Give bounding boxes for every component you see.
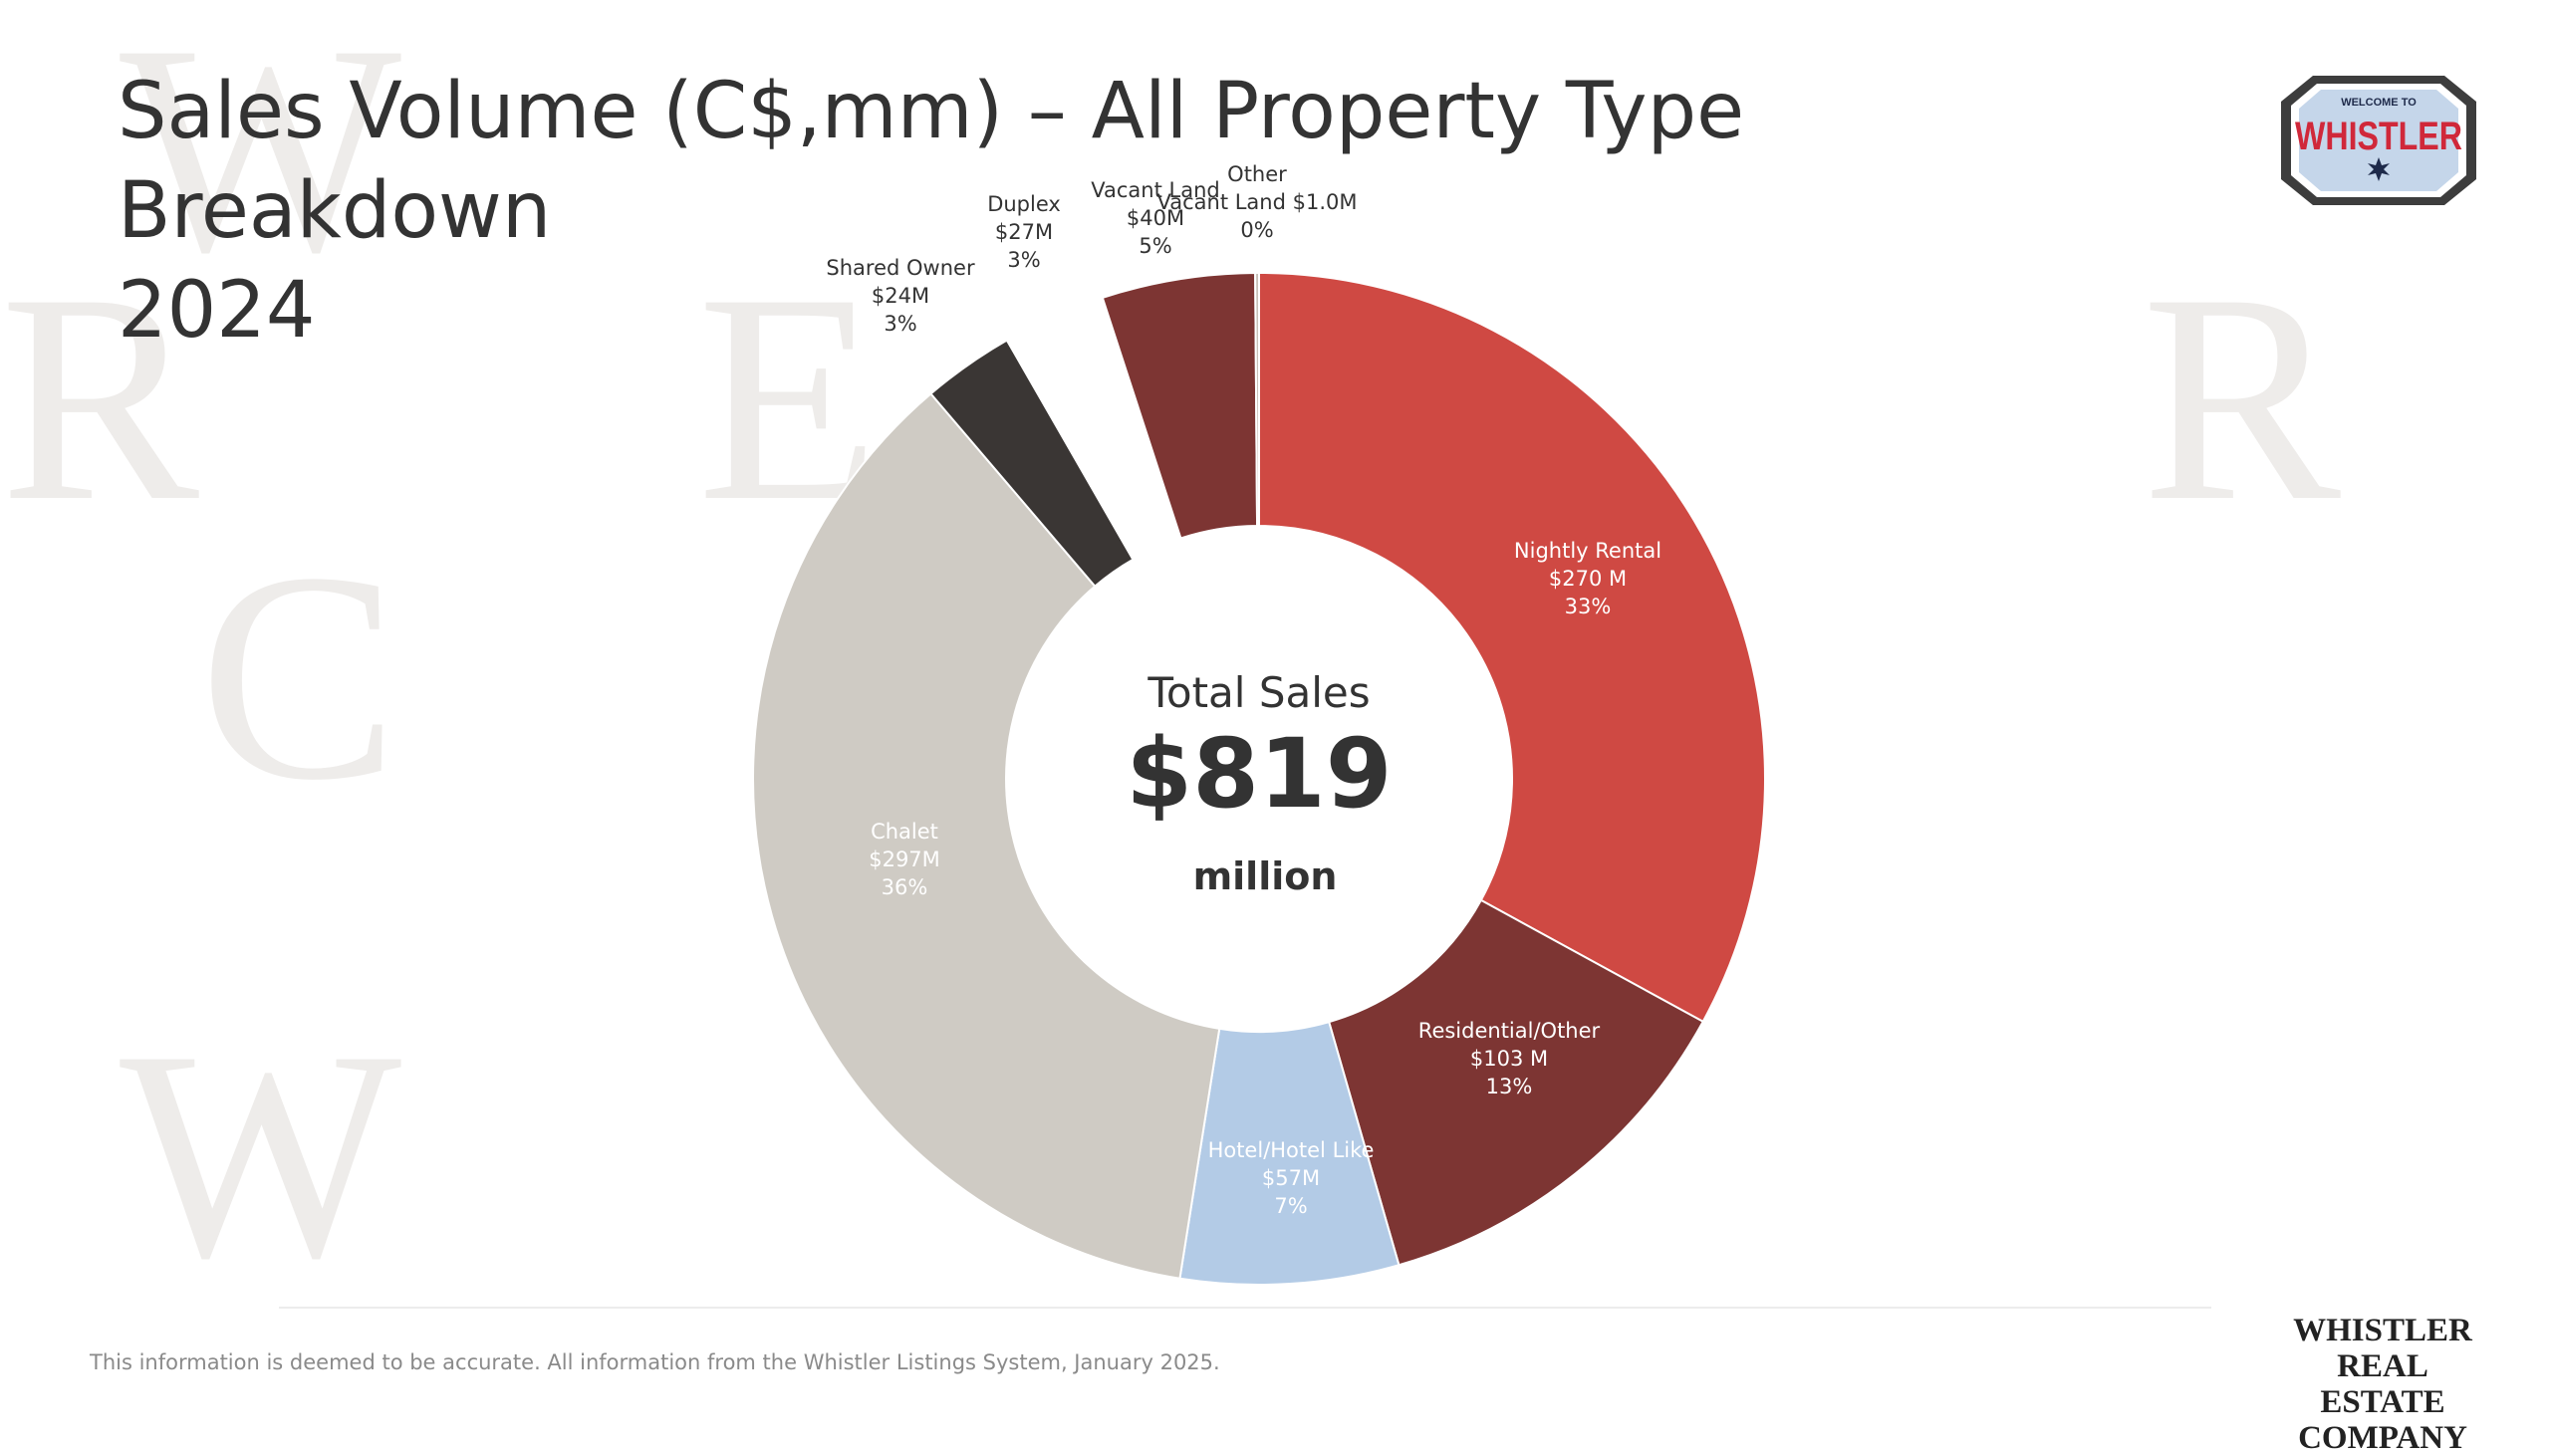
company-logo-wordmark: WHISTLER REAL ESTATE COMPANY bbox=[2273, 1313, 2492, 1456]
snowflake-icon bbox=[2368, 157, 2390, 181]
brand-line: WHISTLER bbox=[2293, 1313, 2472, 1348]
slice-other[interactable] bbox=[1254, 271, 1260, 528]
slice-label-nightly-rental: Nightly Rental bbox=[1514, 539, 1661, 563]
slice-label-hotel-hotel-like: 7% bbox=[1274, 1194, 1307, 1218]
watermark-letter: R bbox=[2142, 232, 2343, 563]
watermark-letter: W bbox=[120, 989, 404, 1320]
slice-label-nightly-rental: $270 M bbox=[1549, 567, 1627, 591]
slice-labels: Nightly Rental $270 M 33% Residential/Other… bbox=[826, 162, 1661, 1218]
slice-label-hotel-hotel-like: Hotel/Hotel Like bbox=[1208, 1138, 1375, 1162]
slice-label-vacant-land: $40M bbox=[1127, 206, 1184, 230]
slice-label-residential-other: Residential/Other bbox=[1418, 1019, 1601, 1043]
brand-line: REAL ESTATE bbox=[2320, 1348, 2445, 1420]
page-title-line: Sales Volume (C$,mm) – All Property Type… bbox=[118, 67, 1745, 256]
source-footnote: This information is deemed to be accurat… bbox=[90, 1350, 1220, 1374]
slice-label-vacant-land: Vacant Land bbox=[1091, 178, 1219, 202]
slice-label-other: Vacant Land $1.0M bbox=[1157, 190, 1358, 214]
slice-label-chalet: 36% bbox=[882, 875, 928, 899]
slice-label-vacant-land: 5% bbox=[1139, 234, 1171, 258]
slice-label-nightly-rental: 33% bbox=[1565, 595, 1612, 618]
donut-slices bbox=[752, 271, 1766, 1286]
slice-nightly-rental[interactable] bbox=[1258, 271, 1766, 1024]
page-title: Sales Volume (C$,mm) – All Property Type… bbox=[118, 62, 2070, 361]
slice-label-other: Other bbox=[1227, 162, 1287, 186]
slice-label-residential-other: $103 M bbox=[1470, 1047, 1548, 1071]
logo-top-text: WELCOME TO bbox=[2341, 97, 2417, 109]
slice-label-duplex: 3% bbox=[1007, 248, 1040, 272]
slice-label-shared-owner: Shared Owner bbox=[826, 256, 975, 280]
slice-chalet[interactable] bbox=[752, 391, 1221, 1280]
center-value: $819 bbox=[1126, 718, 1392, 830]
slice-label-chalet: $297M bbox=[869, 848, 940, 871]
watermark-letter: C bbox=[199, 511, 398, 842]
slice-label-shared-owner: $24M bbox=[872, 284, 929, 308]
watermark-letter: W bbox=[120, 0, 404, 314]
center-unit: million bbox=[1193, 854, 1338, 898]
whistler-logo: WELCOME TO WHISTLER bbox=[2281, 76, 2476, 205]
slice-label-chalet: Chalet bbox=[871, 820, 938, 844]
logo-main-text: WHISTLER bbox=[2295, 115, 2462, 158]
footer-divider bbox=[279, 1307, 2211, 1309]
center-title: Total Sales bbox=[1147, 668, 1370, 717]
slice-label-residential-other: 13% bbox=[1486, 1075, 1533, 1098]
brand-line: COMPANY bbox=[2298, 1420, 2467, 1456]
slice-label-other: 0% bbox=[1240, 218, 1273, 242]
slice-label-duplex: Duplex bbox=[987, 192, 1061, 216]
slice-residential-other[interactable] bbox=[1327, 898, 1705, 1267]
watermark-letter: R bbox=[0, 232, 201, 563]
slice-label-shared-owner: 3% bbox=[884, 312, 916, 336]
slice-label-duplex: $27M bbox=[995, 220, 1053, 244]
slice-label-hotel-hotel-like: $57M bbox=[1262, 1166, 1320, 1190]
page-title-year: 2024 bbox=[118, 266, 316, 356]
